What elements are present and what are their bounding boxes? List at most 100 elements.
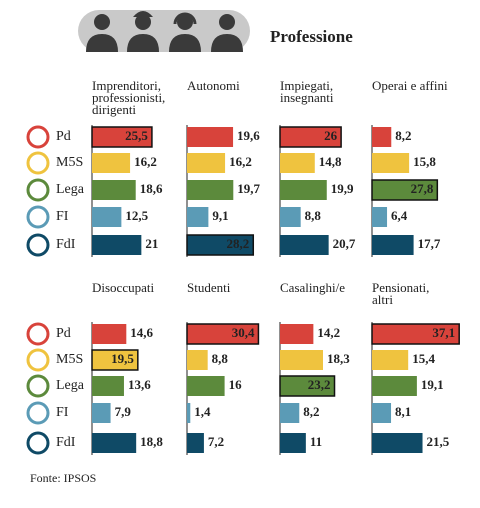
party-logo [26, 322, 50, 346]
value-label: 19,1 [421, 377, 444, 392]
panel-title: Studenti [187, 280, 231, 295]
party-label: FdI [56, 237, 76, 252]
bar [187, 127, 234, 147]
bar [92, 235, 142, 255]
value-label: 1,4 [194, 404, 211, 419]
party-label: Lega [56, 182, 85, 197]
source: Fonte: IPSOS [30, 471, 96, 485]
party-logo [26, 205, 50, 229]
party-logo [26, 431, 50, 455]
value-label: 27,8 [411, 181, 434, 196]
value-label: 21 [145, 236, 158, 251]
bar [372, 235, 414, 255]
party-label: Pd [56, 129, 71, 144]
party-label: M5S [56, 155, 83, 170]
bar [279, 375, 336, 397]
value-label: 8,8 [305, 208, 322, 223]
value-label: 28,2 [227, 236, 250, 251]
value-label: 30,4 [232, 325, 255, 340]
bar [280, 433, 306, 453]
page-title: Professione [270, 27, 353, 46]
panel-title: Casalinghi/e [280, 280, 345, 295]
bar [371, 323, 460, 345]
value-label: 9,1 [212, 208, 228, 223]
value-label: 15,8 [413, 154, 436, 169]
bar [187, 350, 208, 370]
bar [186, 323, 260, 345]
bar [280, 324, 314, 344]
party-logo [26, 151, 50, 175]
bar [92, 153, 131, 173]
panel-title: Impiegati, insegnanti [280, 78, 334, 105]
bar [92, 207, 122, 227]
bar [280, 180, 327, 200]
value-label: 16,2 [229, 154, 252, 169]
bar [92, 324, 127, 344]
bar [187, 403, 191, 423]
value-label: 11 [310, 434, 322, 449]
value-label: 8,1 [395, 404, 411, 419]
value-label: 8,2 [395, 128, 411, 143]
bar [371, 179, 439, 201]
bar [280, 350, 324, 370]
bar [279, 126, 342, 148]
value-label: 6,4 [391, 208, 408, 223]
party-logo [26, 374, 50, 398]
value-label: 19,9 [331, 181, 354, 196]
bar [187, 153, 226, 173]
bar [187, 180, 234, 200]
party-logo [26, 233, 50, 257]
value-label: 21,5 [427, 434, 450, 449]
bar [280, 207, 301, 227]
panel-title: Pensionati, altri [372, 280, 429, 307]
value-label: 18,6 [140, 181, 163, 196]
bar [187, 207, 209, 227]
bar [92, 180, 136, 200]
profession-icons [78, 10, 250, 52]
value-label: 20,7 [333, 236, 356, 251]
bar [91, 349, 139, 371]
party-label: FdI [56, 435, 76, 450]
panel-title: Imprenditori, professionisti, dirigenti [92, 78, 165, 117]
bar [372, 127, 392, 147]
bar [372, 433, 423, 453]
party-label: M5S [56, 352, 83, 367]
bar [372, 403, 392, 423]
party-logo [26, 178, 50, 202]
bar [372, 350, 409, 370]
value-label: 18,3 [327, 351, 350, 366]
value-label: 19,7 [237, 181, 260, 196]
value-label: 23,2 [308, 377, 331, 392]
panel-title: Disoccupati [92, 280, 154, 295]
party-label: Pd [56, 326, 71, 341]
party-label: FI [56, 405, 69, 420]
value-label: 19,5 [111, 351, 134, 366]
party-logo [26, 348, 50, 372]
value-label: 16 [229, 377, 243, 392]
bar [280, 235, 329, 255]
party-label: Lega [56, 378, 85, 393]
bar [280, 153, 315, 173]
value-label: 8,8 [212, 351, 229, 366]
value-label: 17,7 [418, 236, 441, 251]
value-label: 15,4 [412, 351, 435, 366]
value-label: 16,2 [134, 154, 157, 169]
value-label: 25,5 [125, 128, 148, 143]
value-label: 7,2 [208, 434, 224, 449]
value-label: 12,5 [125, 208, 148, 223]
value-label: 26 [324, 128, 338, 143]
bar [372, 376, 417, 396]
bar [92, 403, 111, 423]
bar [187, 433, 204, 453]
value-label: 14,6 [130, 325, 153, 340]
party-label: FI [56, 209, 69, 224]
value-label: 37,1 [432, 325, 455, 340]
value-label: 13,6 [128, 377, 151, 392]
bar [372, 153, 410, 173]
value-label: 7,9 [115, 404, 132, 419]
bar [186, 234, 255, 256]
value-label: 19,6 [237, 128, 260, 143]
panel-title: Autonomi [187, 78, 240, 93]
value-label: 14,2 [317, 325, 340, 340]
bar [92, 376, 124, 396]
